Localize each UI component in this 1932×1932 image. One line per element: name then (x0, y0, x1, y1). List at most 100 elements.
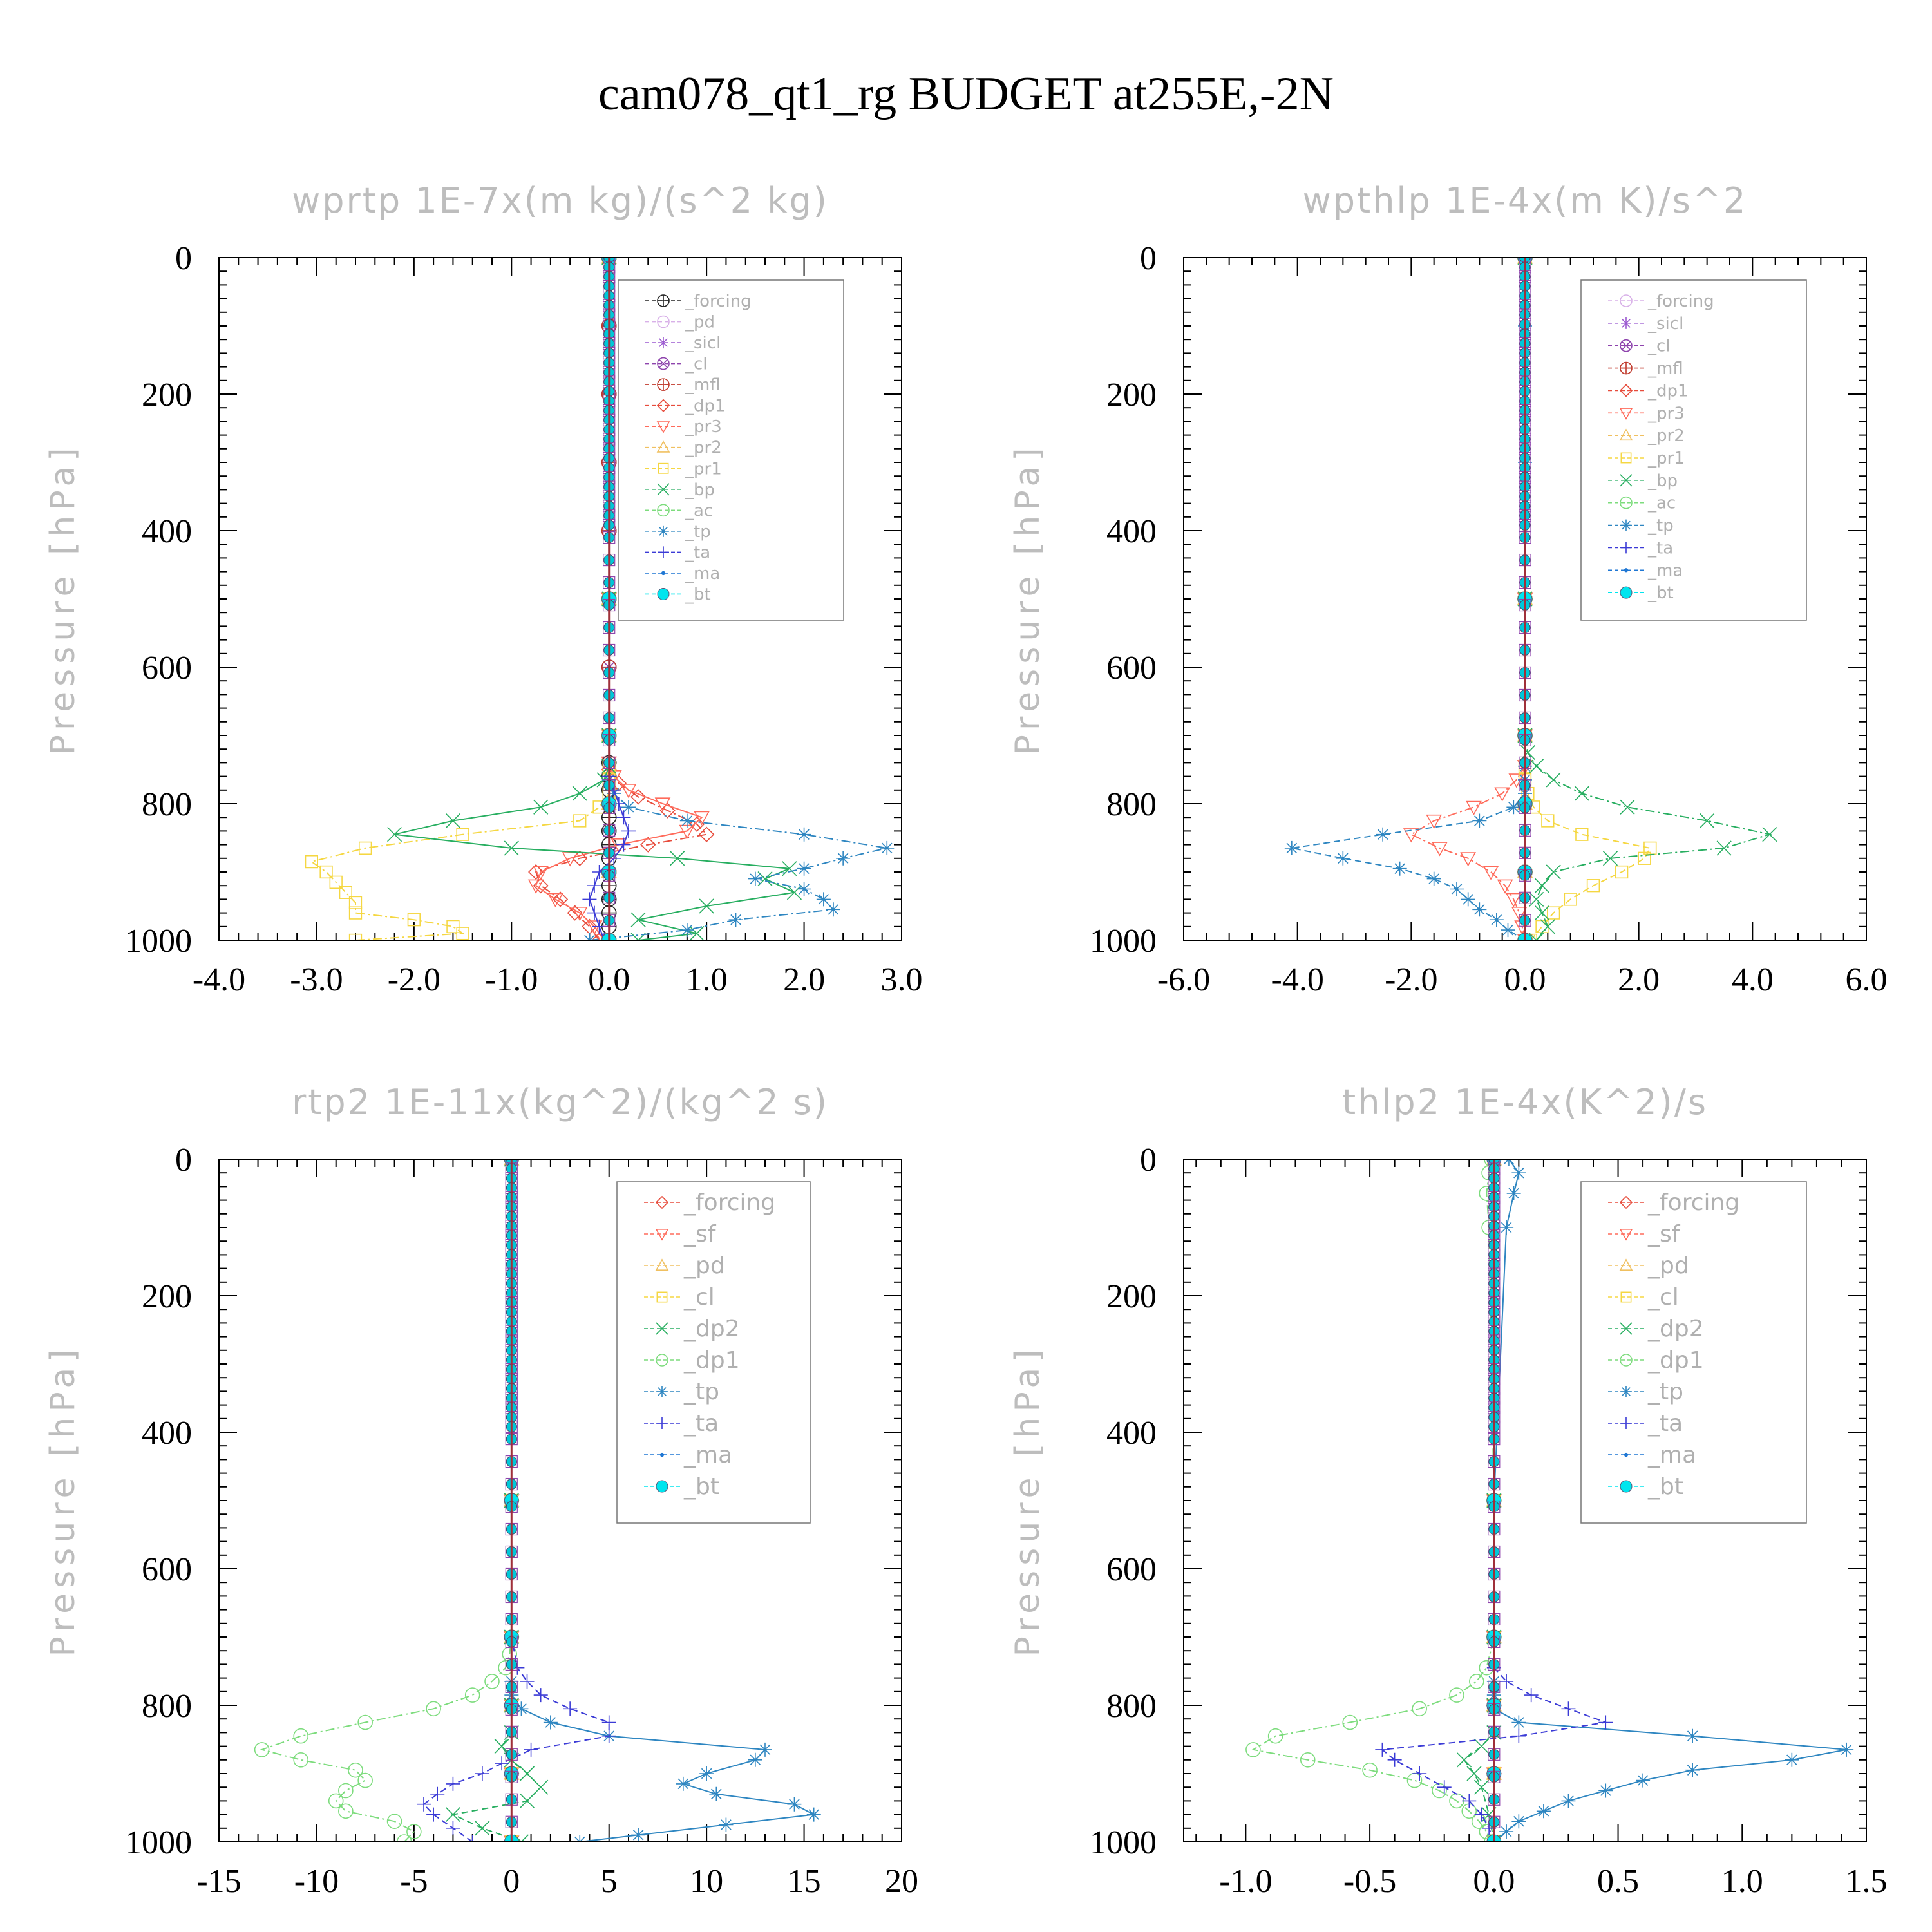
data-point (1473, 1779, 1490, 1795)
data-point (1561, 1701, 1576, 1716)
data-point (630, 933, 646, 940)
data-point (1460, 852, 1477, 867)
plot-frame (1183, 1159, 1867, 1842)
y-axis-label: Pressure [hPa] (44, 1345, 82, 1657)
y-tick-label: 200 (1106, 1278, 1157, 1315)
series-bp (387, 258, 802, 940)
data-point (656, 399, 670, 412)
y-tick-label: 800 (142, 1688, 192, 1725)
data-point (1598, 1715, 1613, 1730)
legend-item: _pr2 (645, 439, 722, 458)
legend-item: _bt (1608, 583, 1674, 603)
data-point (1529, 759, 1544, 774)
y-tick-label: 400 (1106, 513, 1157, 550)
data-point (1619, 384, 1633, 397)
legend-item: _forcing (644, 1189, 775, 1216)
legend-item: _dp1 (1608, 381, 1689, 401)
data-point (1508, 773, 1525, 788)
data-point (1620, 1322, 1633, 1335)
legend-item: _forcing (1608, 1189, 1739, 1216)
legend-label: _pd (1647, 1253, 1689, 1279)
chart-panel-2: wpthlp 1E-4x(m K)/s^2 Pressure [hPa] 0 200 4… (1009, 180, 1888, 998)
series-dp1 (254, 1159, 520, 1842)
data-point (787, 1797, 802, 1812)
data-point (1619, 1229, 1633, 1241)
legend-label: _dp1 (1647, 381, 1689, 401)
legend-item: _tp (1608, 1379, 1683, 1405)
data-point (465, 1835, 480, 1842)
legend-label: _forcing (1647, 1189, 1739, 1216)
data-point (1482, 866, 1499, 880)
data-point (328, 1793, 344, 1809)
data-point (836, 851, 851, 866)
y-tick-label: 200 (142, 1278, 192, 1315)
data-point (748, 1752, 762, 1767)
legend-label: _pr1 (685, 459, 722, 478)
legend-label: _ac (1647, 494, 1676, 513)
data-point (446, 1821, 460, 1835)
data-point (657, 357, 670, 370)
data-point (1432, 842, 1448, 857)
data-point (655, 1229, 669, 1241)
data-point (1506, 1186, 1521, 1200)
data-point (728, 913, 743, 927)
legend-item: _dp1 (645, 397, 726, 416)
x-tick-label: -0.5 (1343, 1863, 1396, 1900)
data-point (1620, 1386, 1632, 1397)
data-point (475, 1821, 490, 1836)
x-tick-label: 0.5 (1597, 1863, 1639, 1900)
data-point (1636, 1773, 1651, 1788)
data-point (582, 892, 597, 907)
data-point (1387, 1752, 1402, 1767)
data-point (1506, 800, 1521, 815)
data-point (758, 1742, 772, 1757)
data-point (1839, 1742, 1854, 1757)
data-point (709, 1786, 724, 1801)
data-point (387, 827, 402, 842)
legend-label: _ma (683, 1442, 732, 1468)
data-point (1362, 1762, 1378, 1778)
y-tick-label: 400 (1106, 1415, 1157, 1452)
data-point (572, 786, 587, 801)
legend-item: _dp1 (1608, 1347, 1704, 1374)
legend-item: _ma (1608, 561, 1683, 580)
legend-label: _sicl (685, 334, 721, 353)
data-point (826, 902, 840, 917)
data-point (699, 898, 714, 914)
data-point (1473, 1739, 1490, 1754)
data-point (533, 1779, 549, 1795)
legend-label: _bt (1647, 583, 1674, 603)
plot-area (1284, 258, 1777, 940)
y-tick-label: 600 (1106, 650, 1157, 687)
y-tick-label: 0 (1140, 1142, 1157, 1179)
data-point (1619, 428, 1633, 441)
y-tick-label: 200 (1106, 377, 1157, 413)
data-point (357, 1772, 373, 1788)
data-point (305, 855, 319, 869)
legend-item: _sf (1608, 1221, 1681, 1247)
legend-label: _ta (685, 543, 710, 562)
x-tick-label: -15 (196, 1863, 241, 1900)
y-tick-label: 400 (142, 1415, 192, 1452)
data-point (1620, 339, 1633, 352)
data-point (357, 1714, 373, 1730)
data-point (719, 1817, 734, 1832)
series-line (1410, 258, 1526, 940)
data-point (1685, 1728, 1700, 1743)
data-point (1511, 1814, 1526, 1829)
data-point (1529, 933, 1544, 940)
data-point (659, 337, 668, 349)
x-tick-label: 0.0 (588, 961, 630, 998)
data-point (519, 1793, 535, 1808)
legend-label: _bt (1647, 1473, 1683, 1500)
data-point (339, 886, 353, 899)
x-tick-label: 3.0 (881, 961, 923, 998)
data-point (880, 840, 895, 855)
legend-item: _pr1 (1608, 449, 1685, 468)
x-tick-label: 2.0 (783, 961, 825, 998)
data-point (655, 1258, 669, 1271)
marker-ring (657, 357, 670, 370)
data-point (656, 421, 670, 433)
data-point (657, 587, 670, 600)
data-point (1499, 1824, 1514, 1839)
